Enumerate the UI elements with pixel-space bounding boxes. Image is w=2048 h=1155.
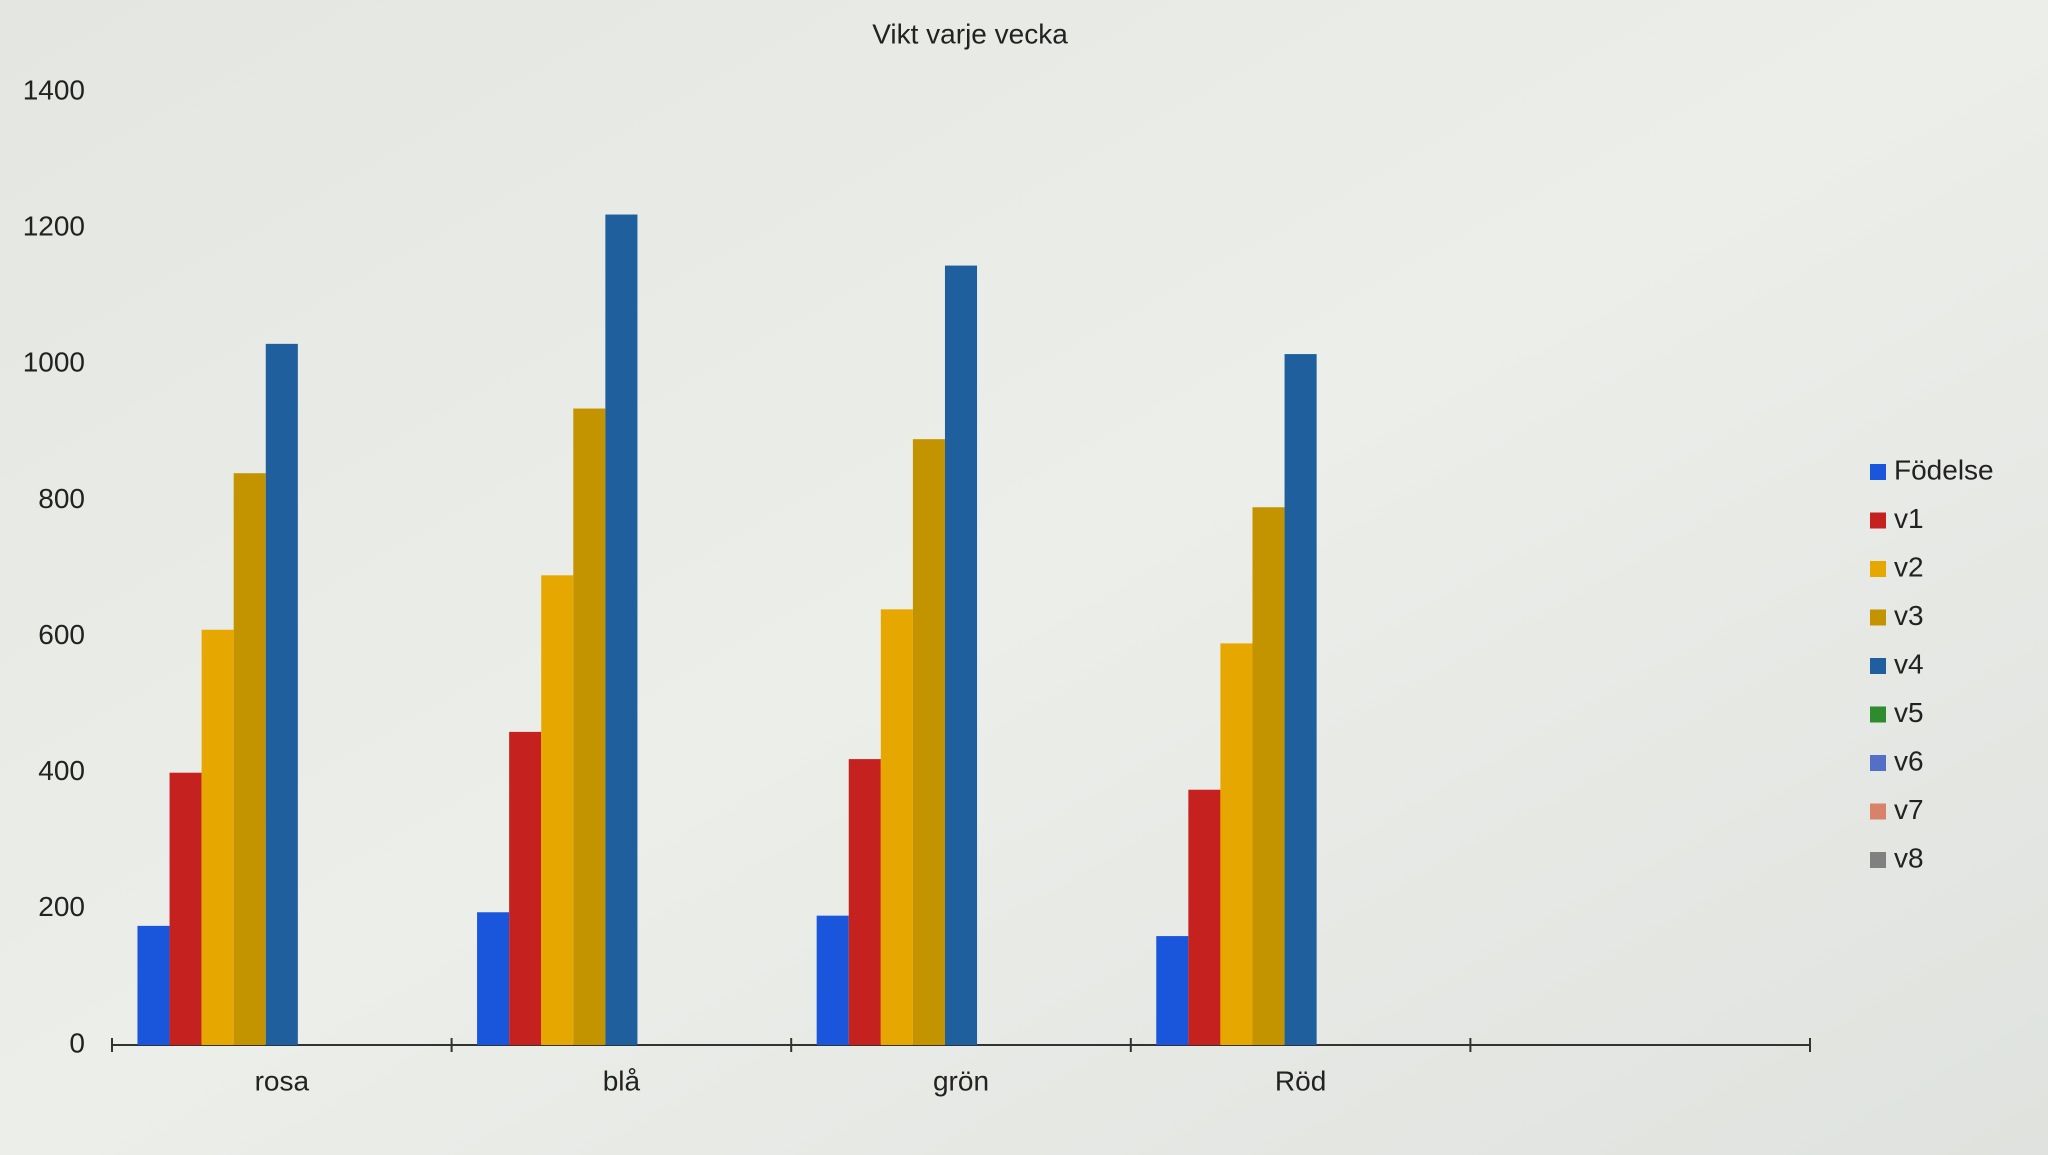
legend-swatch [1870, 706, 1886, 723]
bar [509, 731, 542, 1045]
bar [1188, 789, 1221, 1045]
bar [233, 473, 266, 1045]
bar [541, 575, 574, 1045]
y-tick-label: 400 [38, 755, 85, 786]
legend-label: v3 [1894, 600, 1924, 631]
bar [1252, 507, 1285, 1045]
y-tick-label: 0 [69, 1027, 85, 1058]
bar [1284, 354, 1317, 1045]
legend-label: v7 [1894, 794, 1924, 825]
x-tick-label: blå [603, 1065, 641, 1096]
bar [944, 265, 978, 1045]
bar [201, 629, 234, 1045]
legend-label: v8 [1894, 842, 1924, 873]
legend-swatch [1870, 609, 1886, 626]
chart-title: Vikt varje vecka [872, 18, 1068, 49]
legend-label: v6 [1894, 745, 1924, 776]
bar [1220, 643, 1253, 1045]
legend-swatch [1870, 512, 1886, 529]
legend-label: v2 [1894, 551, 1924, 582]
legend-label: Födelse [1894, 454, 1994, 485]
x-tick-label: Röd [1275, 1065, 1326, 1096]
y-tick-label: 1000 [23, 347, 85, 378]
bar [912, 439, 945, 1045]
y-tick-label: 200 [38, 891, 85, 922]
bar [573, 408, 606, 1046]
bar [605, 214, 638, 1045]
legend-label: v4 [1894, 648, 1924, 679]
legend-swatch [1870, 464, 1886, 480]
y-tick-label: 600 [38, 619, 85, 650]
legend-swatch [1870, 658, 1886, 674]
legend-label: v1 [1894, 503, 1924, 534]
y-tick-label: 1400 [23, 74, 85, 105]
bar [880, 609, 913, 1045]
x-tick-label: grön [933, 1065, 989, 1096]
bar [1156, 936, 1189, 1045]
bar [477, 912, 510, 1045]
y-tick-label: 800 [38, 483, 85, 514]
legend-swatch [1870, 561, 1886, 577]
legend-swatch [1870, 803, 1886, 820]
legend-swatch [1870, 755, 1886, 771]
bar [848, 759, 881, 1045]
bar [816, 915, 849, 1045]
x-tick-label: rosa [255, 1065, 310, 1096]
legend-swatch [1870, 852, 1886, 868]
bar [265, 343, 298, 1046]
y-tick-label: 1200 [23, 211, 85, 242]
bar [137, 925, 170, 1045]
bar [169, 772, 202, 1045]
legend-label: v5 [1894, 697, 1924, 728]
